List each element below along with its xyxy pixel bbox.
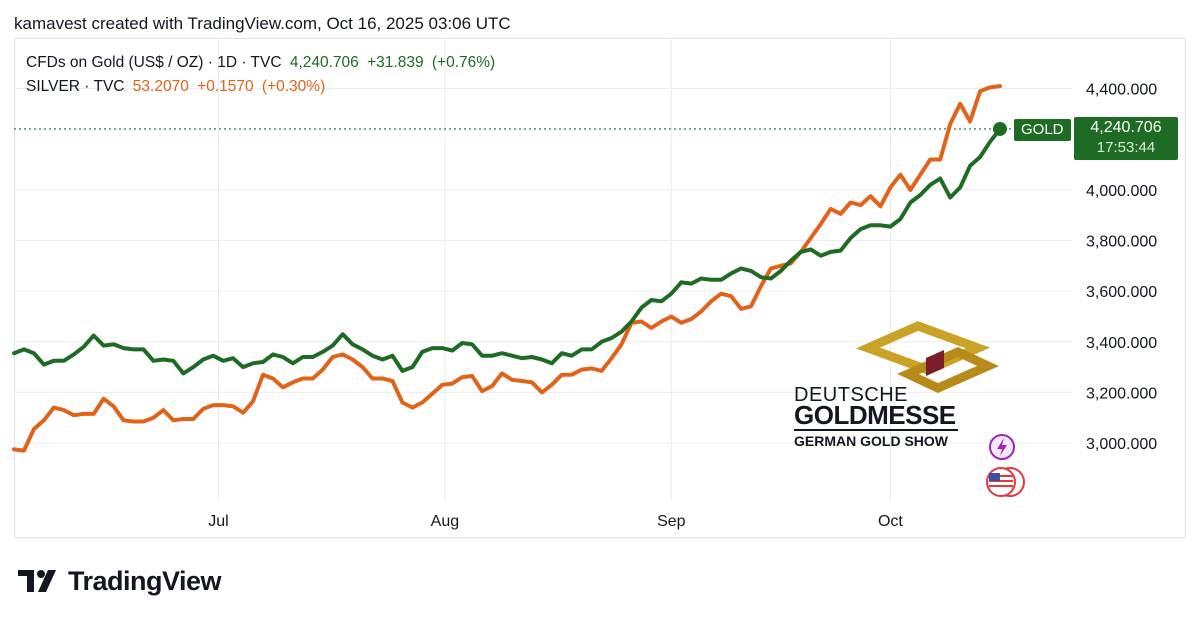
tradingview-mark-icon — [18, 569, 56, 592]
legend-gold[interactable]: CFDs on Gold (US$ / OZ) · 1D · TVC 4,240… — [26, 54, 499, 72]
x-tick-label: Oct — [878, 513, 903, 530]
x-tick-label: Aug — [431, 513, 459, 530]
attribution-text: kamavest created with TradingView.com, O… — [14, 14, 511, 33]
legend-gold-symbol: CFDs on Gold (US$ / OZ) · 1D · TVC — [26, 54, 282, 71]
gold-last-point — [993, 121, 1007, 136]
series-name-badge: GOLD — [1014, 119, 1071, 141]
us-flag-icon[interactable] — [984, 465, 1028, 499]
bar-countdown: 17:53:44 — [1096, 139, 1156, 156]
silver-series-line — [12, 84, 1002, 453]
y-tick-label: 3,600.000 — [1086, 284, 1157, 301]
legend-silver-price: 53.2070 — [132, 78, 189, 95]
tradingview-logo[interactable]: TradingView — [18, 566, 222, 597]
y-tick-label: 4,400.000 — [1086, 82, 1157, 99]
y-tick-label: 3,400.000 — [1086, 335, 1157, 352]
flash-icon[interactable] — [987, 432, 1017, 462]
tradingview-wordmark: TradingView — [68, 566, 222, 596]
legend-silver[interactable]: SILVER · TVC 53.2070 +0.1570 (+0.30%) — [26, 78, 329, 96]
y-tick-label: 3,000.000 — [1086, 436, 1157, 453]
legend-silver-change-pct: (+0.30%) — [261, 78, 326, 95]
legend-gold-change: +31.839 — [367, 54, 424, 71]
x-tick-label: Jul — [208, 513, 228, 530]
last-price-value: 4,240.706 — [1090, 119, 1162, 136]
y-tick-label: 3,200.000 — [1086, 385, 1157, 402]
goldmesse-line1: DEUTSCHE — [794, 384, 909, 406]
y-tick-label: 4,000.000 — [1086, 183, 1157, 200]
y-tick-label: 3,800.000 — [1086, 234, 1157, 251]
legend-gold-price: 4,240.706 — [289, 54, 359, 71]
gold-series-line — [12, 127, 1002, 376]
goldmesse-logo-icon — [855, 321, 999, 393]
chart-frame[interactable] — [14, 38, 1186, 538]
legend-silver-symbol: SILVER · TVC — [26, 78, 125, 95]
x-tick-label: Sep — [657, 513, 686, 530]
goldmesse-rule — [794, 429, 958, 431]
legend-gold-change-pct: (+0.76%) — [431, 54, 496, 71]
last-price-badge: 4,240.706 17:53:44 — [1074, 117, 1178, 160]
goldmesse-line3: GERMAN GOLD SHOW — [794, 433, 948, 449]
legend-silver-change: +0.1570 — [197, 78, 254, 95]
goldmesse-line2: GOLDMESSE — [794, 400, 956, 430]
